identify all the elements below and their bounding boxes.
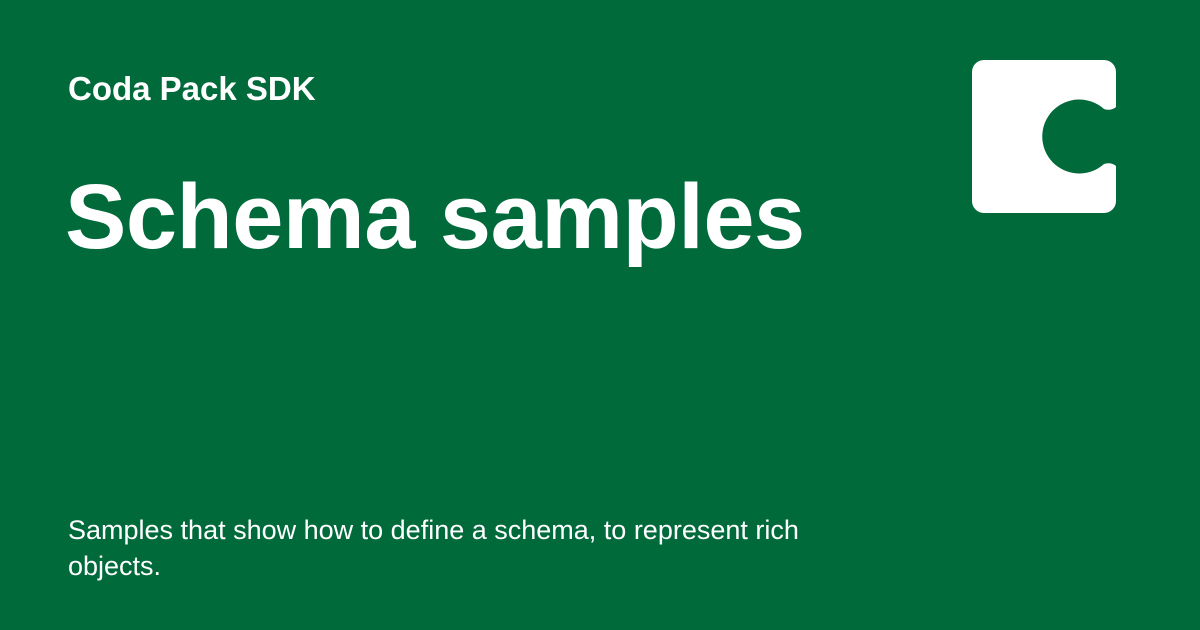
coda-logo-icon [972, 60, 1116, 213]
brand-name: Coda Pack SDK [68, 70, 316, 107]
page-description: Samples that show how to define a schema… [68, 515, 799, 581]
page-title: Schema samples [65, 166, 805, 268]
